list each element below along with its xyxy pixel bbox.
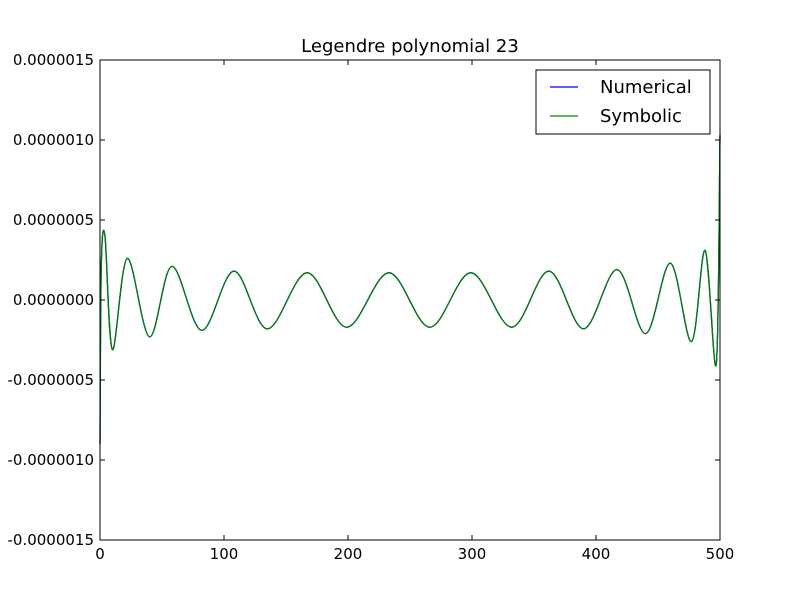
y-tick-label: 0.0000005 [13,211,94,229]
y-tick-label: 0.0000000 [13,291,94,309]
series-layer [99,135,721,445]
y-tick-label: -0.0000010 [7,451,94,469]
x-tick-label: 100 [210,545,239,563]
y-tick-label: -0.0000005 [7,371,94,389]
x-tick-label: 0 [95,545,105,563]
x-tick-label: 500 [706,545,735,563]
legend-box [535,69,711,135]
series-line-symbolic [99,135,721,445]
y-tick-label: -0.0000015 [7,531,94,549]
legend: Numerical Symbolic [535,69,711,135]
chart-title: Legendre polynomial 23 [301,36,519,57]
legend-label-symbolic: Symbolic [600,106,682,127]
y-tick-label: 0.0000010 [13,131,94,149]
ticks-layer: 0 100 200 300 400 500 0.0000015 0.0000010 0.0000… [7,51,734,563]
y-tick-label: 0.0000015 [13,51,94,69]
legend-label-numerical: Numerical [600,77,692,98]
x-tick-label: 400 [582,545,611,563]
x-tick-label: 300 [458,545,487,563]
x-tick-label: 200 [334,545,363,563]
